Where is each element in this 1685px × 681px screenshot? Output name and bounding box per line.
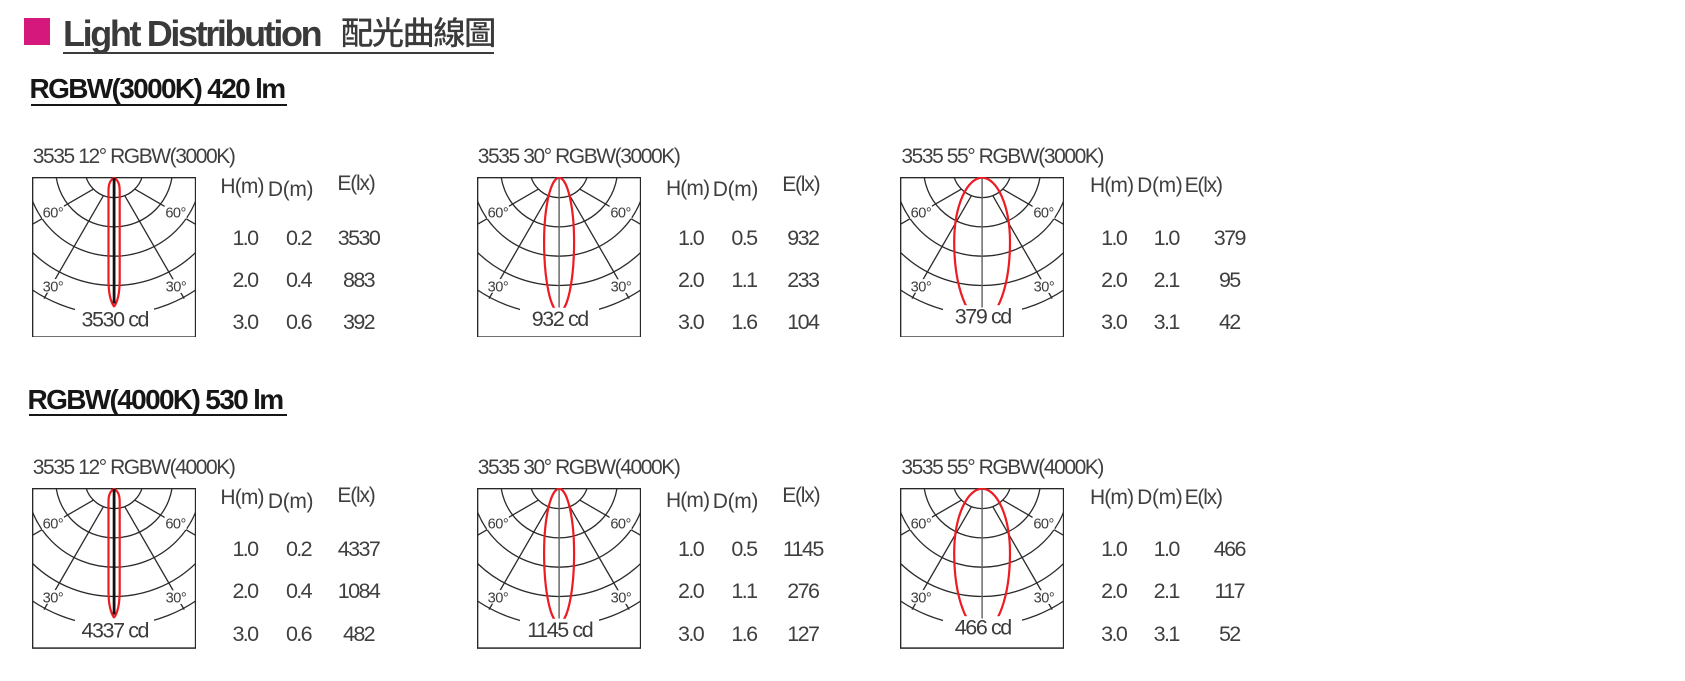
svg-text:60°: 60° xyxy=(487,205,508,221)
svg-text:30°: 30° xyxy=(610,590,631,606)
svg-text:1145 cd: 1145 cd xyxy=(527,618,593,642)
svg-text:60°: 60° xyxy=(610,205,631,221)
svg-text:60°: 60° xyxy=(1034,205,1055,221)
svg-text:60°: 60° xyxy=(165,205,186,221)
svg-text:30°: 30° xyxy=(42,590,63,606)
svg-text:30°: 30° xyxy=(911,279,932,295)
svg-text:30°: 30° xyxy=(911,590,932,606)
svg-text:60°: 60° xyxy=(911,205,932,221)
svg-text:30°: 30° xyxy=(1034,279,1055,295)
svg-text:60°: 60° xyxy=(165,516,186,532)
svg-text:60°: 60° xyxy=(1034,516,1055,532)
svg-text:4337 cd: 4337 cd xyxy=(81,619,148,643)
svg-text:30°: 30° xyxy=(1034,590,1055,606)
svg-text:30°: 30° xyxy=(610,279,631,295)
svg-text:30°: 30° xyxy=(165,590,186,606)
svg-text:60°: 60° xyxy=(487,516,508,532)
svg-text:60°: 60° xyxy=(911,516,932,532)
svg-text:30°: 30° xyxy=(165,279,186,295)
svg-text:379 cd: 379 cd xyxy=(955,304,1012,328)
svg-text:932 cd: 932 cd xyxy=(531,307,588,331)
svg-text:466 cd: 466 cd xyxy=(955,615,1012,639)
svg-text:60°: 60° xyxy=(42,205,63,221)
svg-text:60°: 60° xyxy=(42,516,63,532)
svg-text:30°: 30° xyxy=(487,590,508,606)
svg-text:30°: 30° xyxy=(42,279,63,295)
svg-text:30°: 30° xyxy=(487,279,508,295)
svg-text:3530 cd: 3530 cd xyxy=(81,307,148,331)
svg-text:60°: 60° xyxy=(610,516,631,532)
